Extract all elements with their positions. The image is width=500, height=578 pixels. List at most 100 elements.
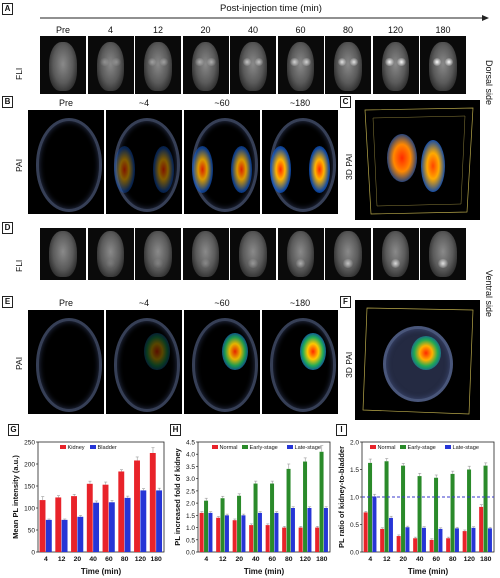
- bar: [368, 462, 373, 552]
- mouse-silhouette: [286, 41, 315, 92]
- mouse-silhouette: [429, 230, 457, 278]
- fli-image: [40, 36, 86, 94]
- x-tick-label: 12: [383, 556, 391, 563]
- bar: [156, 490, 163, 552]
- bar: [421, 527, 426, 552]
- time-label: ~4: [138, 298, 150, 308]
- y-tick-label: 3.5: [186, 464, 195, 471]
- x-tick-label: 4: [44, 556, 48, 563]
- x-tick-label: 20: [74, 556, 82, 563]
- legend-label: Normal: [378, 445, 396, 451]
- y-tick-label: 1.0: [350, 495, 359, 502]
- kidney-signal: [254, 58, 264, 67]
- legend-label: Early-stage: [250, 445, 278, 451]
- y-tick-label: 3.0: [186, 476, 195, 483]
- mouse-silhouette: [381, 230, 410, 278]
- panel-label-e: E: [2, 296, 13, 308]
- bladder-signal: [105, 259, 116, 268]
- bar: [434, 477, 439, 552]
- y-tick-label: 4.0: [186, 452, 195, 459]
- row-b-label: PAI: [14, 158, 24, 172]
- y-axis-label: PL increased fold of kidney: [173, 447, 182, 545]
- mouse-silhouette: [286, 230, 315, 278]
- x-tick-label: 80: [449, 556, 457, 563]
- kidney-signal: [302, 58, 311, 67]
- fli-image: [87, 228, 134, 280]
- bar: [467, 469, 472, 552]
- bar: [45, 519, 52, 552]
- bar: [77, 516, 84, 552]
- bladder-signal: [248, 259, 258, 268]
- x-tick-label: 20: [235, 556, 243, 563]
- x-tick-label: 60: [105, 556, 113, 563]
- y-tick-label: 0.0: [186, 550, 195, 557]
- time-label: 20: [200, 25, 211, 35]
- bar: [204, 500, 209, 552]
- y-tick-label: 1.0: [186, 525, 195, 532]
- fli-image: [372, 36, 419, 94]
- bladder-signal: [153, 259, 163, 268]
- fli-image: [420, 228, 466, 280]
- x-tick-label: 40: [89, 556, 97, 563]
- time-label: ~180: [289, 298, 311, 308]
- panel-label-i: I: [336, 424, 347, 436]
- y-tick-label: 250: [24, 440, 35, 447]
- row-a-label: FLI: [14, 67, 24, 80]
- panel-label-g: G: [8, 424, 19, 436]
- fli-image: [40, 228, 86, 280]
- kidney-signal: [100, 58, 109, 67]
- legend-swatch: [60, 445, 66, 449]
- bar: [319, 451, 324, 552]
- bar: [86, 483, 93, 552]
- tissue-outline: [191, 318, 259, 412]
- time-label: ~60: [214, 298, 230, 308]
- mouse-silhouette: [334, 230, 362, 278]
- mouse-silhouette: [239, 230, 267, 278]
- kidney-signal: [242, 58, 252, 67]
- x-tick-label: 40: [416, 556, 424, 563]
- pai-image: [184, 110, 260, 214]
- panel-label-c: C: [340, 96, 351, 108]
- kidney-signal: [397, 58, 406, 67]
- legend-label: Early-stage: [408, 445, 436, 451]
- pai-image: [262, 110, 338, 214]
- bar: [140, 490, 147, 552]
- bladder-signal: [200, 259, 211, 268]
- tissue-outline: [269, 318, 337, 412]
- x-tick-label: 180: [150, 556, 162, 563]
- bladder-signal: [343, 259, 353, 268]
- kidney-signal: [207, 58, 216, 67]
- time-label: 180: [435, 25, 451, 35]
- tissue-outline: [113, 318, 181, 412]
- bar: [224, 515, 229, 552]
- bar: [108, 502, 115, 552]
- kidney-signal: [337, 58, 347, 67]
- panel-label-b: B: [2, 96, 13, 108]
- fli-image: [325, 228, 371, 280]
- tissue-outline: [35, 118, 103, 212]
- x-tick-label: 120: [135, 556, 147, 563]
- mouse-silhouette: [191, 41, 220, 92]
- bar: [298, 527, 303, 552]
- bar: [372, 496, 377, 552]
- panel-label-h: H: [170, 424, 181, 436]
- x-tick-label: 80: [121, 556, 129, 563]
- plot-frame: [37, 441, 165, 553]
- bar: [39, 500, 46, 552]
- time-label: 4: [107, 25, 113, 35]
- mouse-silhouette: [96, 230, 125, 278]
- dorsal-side-label: Dorsal side: [484, 60, 494, 106]
- time-label: 12: [152, 25, 163, 35]
- kidney-signal: [444, 58, 454, 67]
- bar: [149, 453, 156, 552]
- legend-swatch: [445, 445, 451, 449]
- row-e-label: PAI: [14, 356, 24, 370]
- bar: [388, 517, 393, 552]
- bar: [61, 519, 68, 552]
- bar: [102, 484, 109, 552]
- fli-image: [230, 228, 276, 280]
- bar: [290, 508, 295, 552]
- mouse-silhouette: [334, 41, 362, 92]
- bar: [429, 539, 434, 552]
- bar: [265, 525, 270, 552]
